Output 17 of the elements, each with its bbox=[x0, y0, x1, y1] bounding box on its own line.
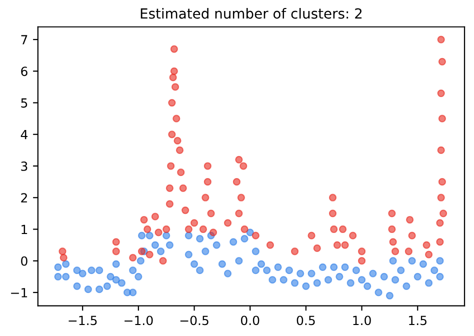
x-tick-label: −0.5 bbox=[180, 316, 208, 326]
y-tick-label: 7 bbox=[21, 35, 28, 44]
x-tick-label: 0.5 bbox=[296, 316, 315, 326]
y-tick-label: −1 bbox=[11, 288, 28, 298]
y-tick-label: 0 bbox=[21, 256, 28, 266]
y-tick-label: 6 bbox=[21, 66, 28, 76]
y-tick-label: 3 bbox=[21, 161, 28, 171]
x-tick-label: 1.0 bbox=[353, 316, 371, 326]
y-tick-label: 2 bbox=[21, 193, 27, 202]
y-tick-label: 5 bbox=[21, 98, 28, 108]
x-tick-label: 0.0 bbox=[240, 316, 260, 326]
x-tick-label: 1.5 bbox=[409, 316, 426, 326]
x-tick-label: −1.5 bbox=[68, 316, 97, 326]
y-tick-label: 1 bbox=[22, 224, 28, 234]
chart-title: Estimated number of clusters: 2 bbox=[140, 8, 362, 19]
x-tick-label: −1.0 bbox=[124, 316, 153, 326]
y-tick-label: 4 bbox=[20, 130, 28, 140]
